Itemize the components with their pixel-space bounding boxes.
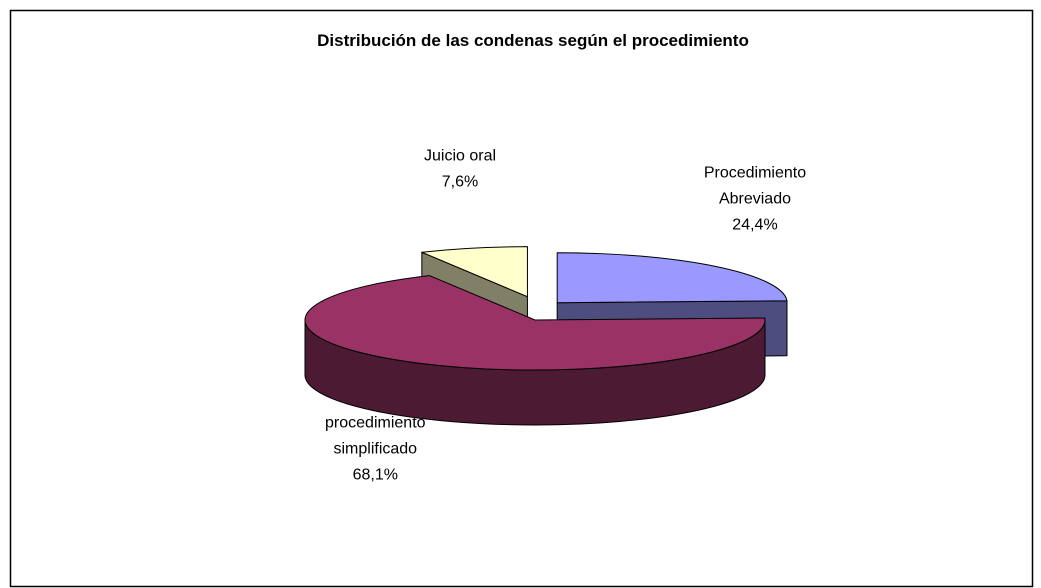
slice: [556, 252, 788, 304]
slice-label: Procedimiento Abreviado: [704, 164, 806, 207]
slice-label: procedimiento simplificado: [325, 415, 426, 458]
slice-value-label: 7,6%: [442, 173, 478, 190]
slice-value-label: 24,4%: [732, 216, 777, 233]
slice-value-label: 68,1%: [353, 467, 398, 484]
slice-label: Juicio oral: [424, 147, 496, 164]
slice: [304, 275, 766, 371]
slice: [421, 246, 528, 298]
chart-title: Distribución de las condenas según el pr…: [317, 31, 749, 50]
